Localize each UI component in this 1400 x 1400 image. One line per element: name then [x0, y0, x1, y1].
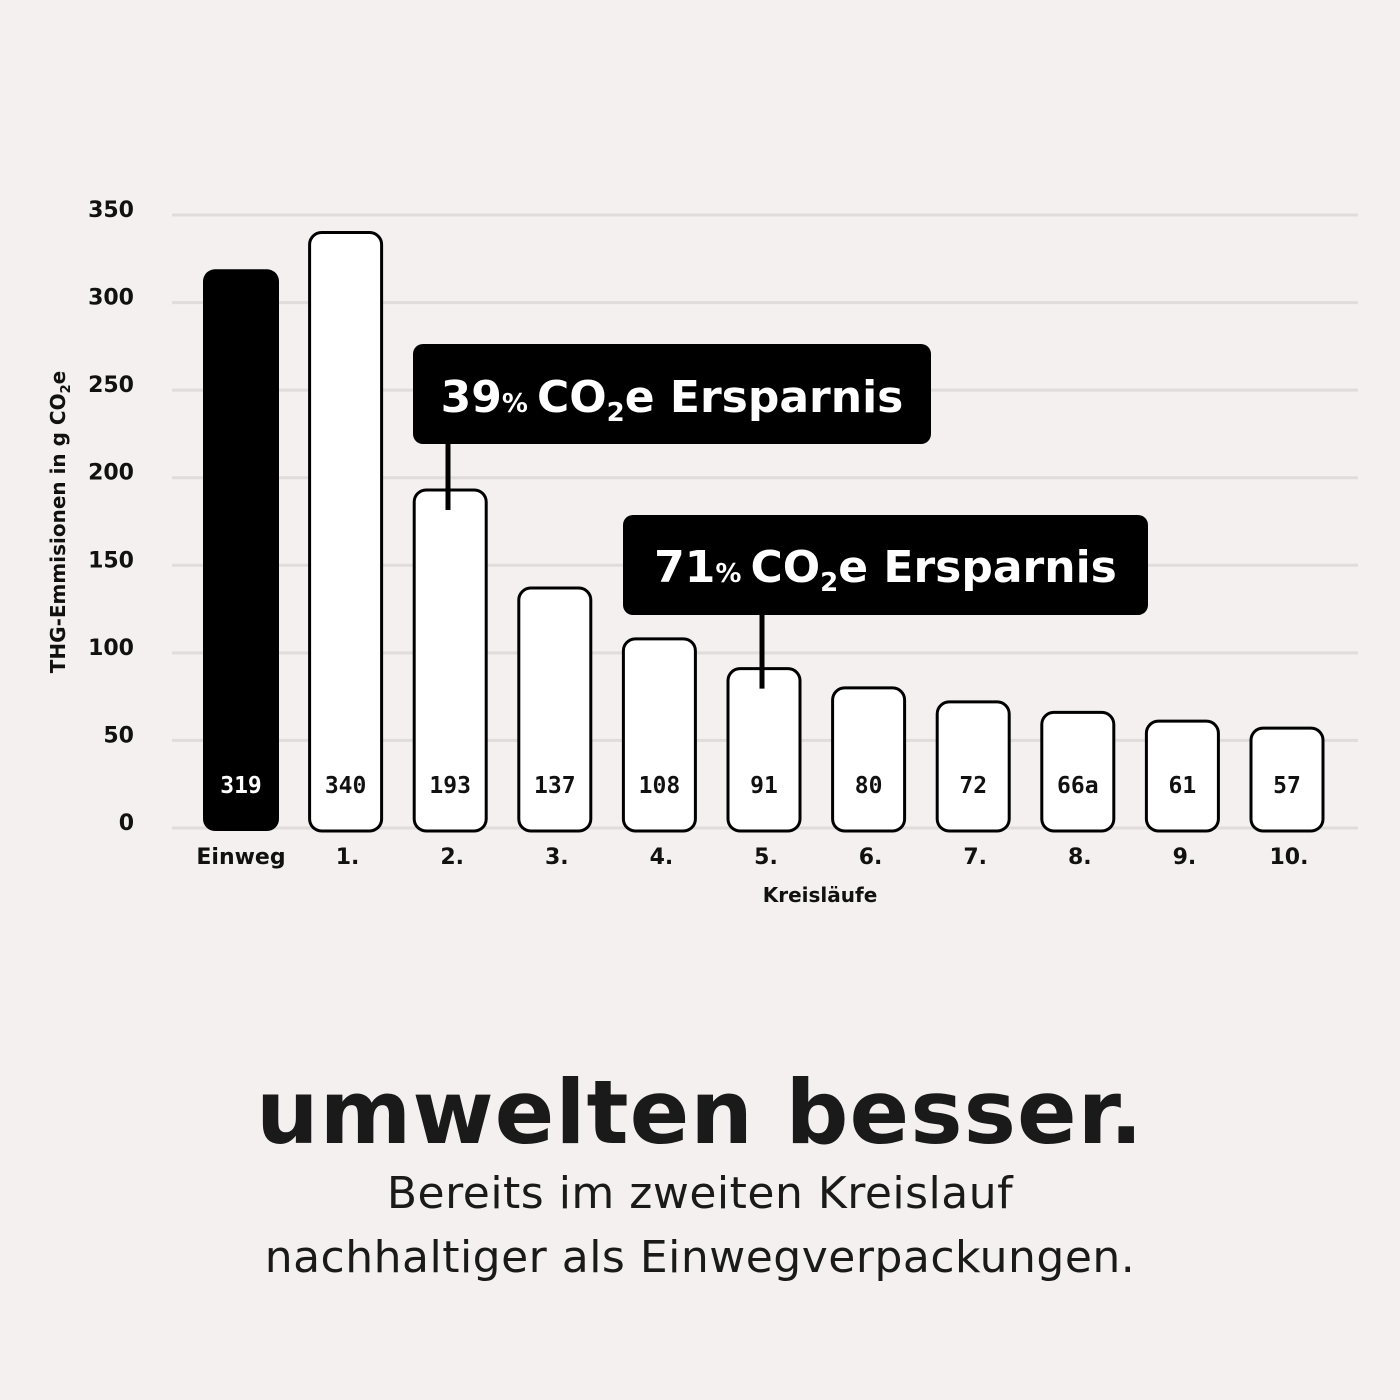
- bar-value-label: 91: [750, 773, 778, 799]
- bar: [1144, 719, 1220, 833]
- x-category-label: 2.: [440, 845, 464, 870]
- bar-value-label: 193: [429, 773, 471, 799]
- subline-line-1: Bereits im zweiten Kreislauf: [386, 1168, 1014, 1219]
- x-category-label: Einweg: [196, 845, 285, 870]
- y-tick-label: 0: [119, 811, 134, 836]
- bar: [621, 637, 697, 833]
- x-category-label: 1.: [336, 845, 360, 870]
- headline: umwelten besser.: [256, 1061, 1144, 1164]
- subline: Bereits im zweiten Kreislauf nachhaltige…: [0, 1162, 1400, 1290]
- bar: [831, 686, 907, 833]
- bar: [726, 667, 802, 833]
- x-category-label: 8.: [1068, 845, 1092, 870]
- bar: [935, 700, 1011, 833]
- y-tick-label: 100: [88, 636, 134, 661]
- x-category-label: 4.: [650, 845, 674, 870]
- x-category-label: 9.: [1173, 845, 1197, 870]
- bar-value-label: 319: [220, 773, 262, 799]
- x-category-label: 10.: [1270, 845, 1309, 870]
- bar: [1040, 710, 1116, 833]
- callout-box: [623, 515, 1148, 615]
- y-axis-label-main: THG-Emmisionen in g CO: [46, 393, 70, 673]
- y-tick-label: 150: [88, 548, 134, 573]
- bar: [1249, 726, 1325, 833]
- bar: [308, 231, 384, 833]
- callout-box: [413, 344, 931, 444]
- bar-value-label: 108: [639, 773, 681, 799]
- x-category-label: 6.: [859, 845, 883, 870]
- bar-value-label: 66a: [1057, 773, 1099, 799]
- bar: [203, 269, 279, 831]
- y-axis-label-subscript: 2: [59, 384, 74, 393]
- savings-callout: 39% CO2e Ersparnis: [413, 344, 931, 510]
- y-axis-label: THG-Emmisionen in g CO2e: [46, 371, 74, 673]
- y-axis-label-suffix: e: [46, 371, 70, 385]
- callout-text: 71% CO2e Ersparnis: [654, 542, 1117, 598]
- subline-line-2: nachhaltiger als Einwegverpackungen.: [264, 1232, 1136, 1283]
- bar-value-label: 340: [325, 773, 367, 799]
- x-category-label: 7.: [963, 845, 987, 870]
- y-tick-label: 250: [88, 373, 134, 398]
- bar-value-label: 80: [855, 773, 883, 799]
- callouts: 39% CO2e Ersparnis 71% CO2e Ersparnis: [413, 344, 1148, 689]
- bar-value-label: 57: [1273, 773, 1301, 799]
- y-tick-label: 300: [88, 286, 134, 311]
- x-category-label: 5.: [754, 845, 778, 870]
- bar: [517, 586, 593, 833]
- y-axis-ticks: 0 50 100 150 200 250 300 350: [88, 198, 134, 836]
- callout-text: 39% CO2e Ersparnis: [441, 372, 904, 428]
- emissions-bar-chart: 0 50 100 150 200 250 300 350 319 340 193 137 108 91 8…: [46, 198, 1358, 907]
- bars: 319 340 193 137 108 91 80 72 66a 61 57: [203, 231, 1325, 833]
- x-category-label: 3.: [545, 845, 569, 870]
- bar-value-label: 61: [1169, 773, 1197, 799]
- bar-value-label: 72: [959, 773, 987, 799]
- bar-value-label: 137: [534, 773, 576, 799]
- savings-callout: 71% CO2e Ersparnis: [623, 515, 1148, 689]
- x-axis-categories: Einweg 1. 2. 3. 4. 5. 6. 7. 8. 9. 10.: [196, 845, 1308, 870]
- y-tick-label: 350: [88, 198, 134, 223]
- x-axis-label: Kreisläufe: [763, 883, 878, 907]
- y-tick-label: 50: [103, 723, 134, 748]
- y-tick-label: 200: [88, 461, 134, 486]
